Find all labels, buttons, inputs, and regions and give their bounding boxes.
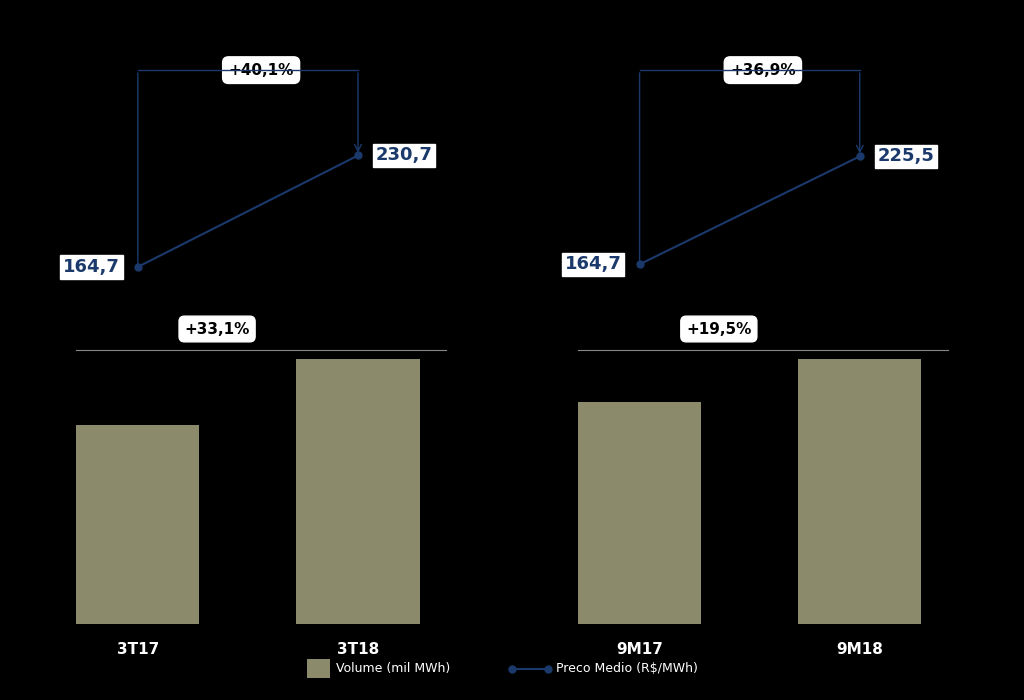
- Bar: [296, 359, 420, 624]
- Bar: [798, 359, 922, 624]
- Text: 3T17: 3T17: [117, 642, 159, 657]
- Bar: [578, 402, 701, 624]
- Text: Preco Medio (R$/MWh): Preco Medio (R$/MWh): [556, 662, 698, 675]
- Text: 3T18: 3T18: [337, 642, 379, 657]
- Bar: [76, 425, 200, 624]
- Text: 9M18: 9M18: [837, 642, 883, 657]
- Text: +40,1%: +40,1%: [228, 62, 294, 78]
- Text: +19,5%: +19,5%: [686, 321, 752, 337]
- Text: 225,5: 225,5: [878, 148, 934, 165]
- Text: 9M17: 9M17: [616, 642, 663, 657]
- Text: +33,1%: +33,1%: [184, 321, 250, 337]
- Text: 230,7: 230,7: [376, 146, 432, 164]
- Text: +36,9%: +36,9%: [730, 62, 796, 78]
- Text: 164,7: 164,7: [63, 258, 120, 276]
- Text: 164,7: 164,7: [565, 256, 622, 273]
- Text: Volume (mil MWh): Volume (mil MWh): [336, 662, 451, 675]
